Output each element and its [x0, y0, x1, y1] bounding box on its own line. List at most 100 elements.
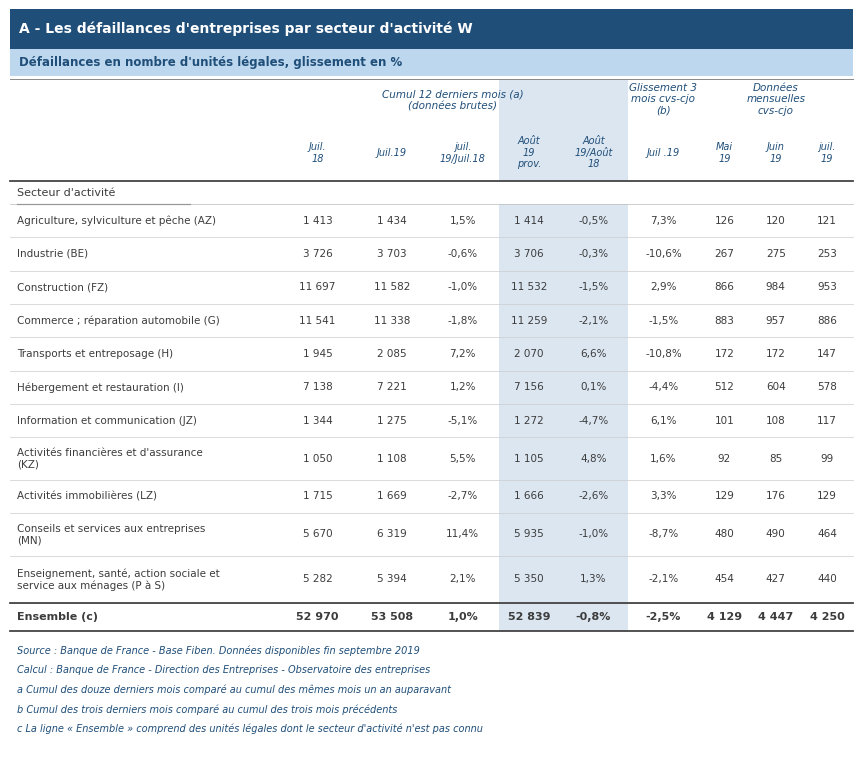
Text: 512: 512	[715, 382, 734, 393]
Text: -0,5%: -0,5%	[578, 215, 608, 226]
Text: Juil.
18: Juil. 18	[309, 142, 326, 164]
Text: 5 394: 5 394	[377, 575, 406, 584]
Text: 117: 117	[817, 415, 837, 426]
Text: 4 129: 4 129	[707, 612, 742, 622]
Text: 1 715: 1 715	[303, 491, 332, 502]
Text: 5 670: 5 670	[303, 529, 332, 540]
Bar	[499, 404, 628, 437]
Text: 3 726: 3 726	[303, 249, 332, 259]
Text: 490: 490	[765, 529, 785, 540]
Bar	[499, 237, 628, 271]
Text: 53 508: 53 508	[371, 612, 413, 622]
Text: 4 250: 4 250	[809, 612, 844, 622]
Text: 4 447: 4 447	[758, 612, 793, 622]
Text: -2,1%: -2,1%	[578, 315, 608, 326]
Bar	[499, 556, 628, 603]
Text: 1 272: 1 272	[514, 415, 544, 426]
Text: -2,6%: -2,6%	[578, 491, 608, 502]
Text: 0,1%: 0,1%	[581, 382, 607, 393]
Text: 1 344: 1 344	[303, 415, 332, 426]
Bar	[499, 437, 628, 480]
Text: 126: 126	[715, 215, 734, 226]
Text: a Cumul des douze derniers mois comparé au cumul des mêmes mois un an auparavant: a Cumul des douze derniers mois comparé …	[17, 684, 451, 695]
Text: Industrie (BE): Industrie (BE)	[17, 249, 88, 259]
Text: -1,8%: -1,8%	[448, 315, 478, 326]
Text: 92: 92	[718, 453, 731, 464]
Bar	[499, 271, 628, 304]
Text: 957: 957	[765, 315, 785, 326]
Text: -1,5%: -1,5%	[578, 282, 608, 293]
Text: Juin
19: Juin 19	[767, 142, 784, 164]
Text: b Cumul des trois derniers mois comparé au cumul des trois mois précédents: b Cumul des trois derniers mois comparé …	[17, 704, 398, 715]
Text: -10,6%: -10,6%	[645, 249, 682, 259]
Text: 6,6%: 6,6%	[580, 349, 607, 359]
Text: 886: 886	[817, 315, 837, 326]
Text: 1,5%: 1,5%	[450, 215, 476, 226]
Text: 52 839: 52 839	[507, 612, 551, 622]
Text: Calcul : Banque de France - Direction des Entreprises - Observatoire des entrepr: Calcul : Banque de France - Direction de…	[17, 665, 431, 675]
Text: -8,7%: -8,7%	[648, 529, 678, 540]
Text: Hébergement et restauration (I): Hébergement et restauration (I)	[17, 382, 184, 393]
Text: 7 221: 7 221	[377, 382, 406, 393]
Text: -2,1%: -2,1%	[648, 575, 678, 584]
Text: 275: 275	[765, 249, 785, 259]
Text: 85: 85	[769, 453, 783, 464]
Text: 984: 984	[765, 282, 785, 293]
Text: 11 697: 11 697	[299, 282, 336, 293]
Text: -0,8%: -0,8%	[576, 612, 611, 622]
Text: 172: 172	[715, 349, 734, 359]
Text: 3,3%: 3,3%	[650, 491, 677, 502]
Text: -0,6%: -0,6%	[448, 249, 478, 259]
Text: 953: 953	[817, 282, 837, 293]
Text: -1,5%: -1,5%	[648, 315, 678, 326]
Text: 99: 99	[821, 453, 834, 464]
Text: 1 666: 1 666	[514, 491, 544, 502]
Text: 7 138: 7 138	[303, 382, 332, 393]
Text: 2 070: 2 070	[514, 349, 544, 359]
Text: 11 541: 11 541	[299, 315, 336, 326]
Text: 883: 883	[715, 315, 734, 326]
Text: juil.
19: juil. 19	[818, 142, 835, 164]
Text: 1 050: 1 050	[303, 453, 332, 464]
Bar	[499, 204, 628, 237]
Text: 11 259: 11 259	[511, 315, 547, 326]
Text: 1 108: 1 108	[377, 453, 406, 464]
Text: 5 935: 5 935	[514, 529, 544, 540]
Text: -1,0%: -1,0%	[448, 282, 478, 293]
Text: 11,4%: 11,4%	[446, 529, 479, 540]
Bar	[499, 603, 628, 631]
Text: Construction (FZ): Construction (FZ)	[17, 282, 109, 293]
Text: -4,4%: -4,4%	[648, 382, 678, 393]
Text: 5 282: 5 282	[303, 575, 332, 584]
Text: 480: 480	[715, 529, 734, 540]
Text: 1 434: 1 434	[377, 215, 406, 226]
Text: Information et communication (JZ): Information et communication (JZ)	[17, 415, 197, 426]
Text: 253: 253	[817, 249, 837, 259]
Text: Mai
19: Mai 19	[716, 142, 733, 164]
Text: 129: 129	[715, 491, 734, 502]
Text: Données
mensuelles
cvs-cjo: Données mensuelles cvs-cjo	[746, 83, 805, 116]
Text: 427: 427	[765, 575, 785, 584]
Text: 108: 108	[765, 415, 785, 426]
Text: 7,2%: 7,2%	[450, 349, 476, 359]
Text: 5 350: 5 350	[514, 575, 544, 584]
Text: 7 156: 7 156	[514, 382, 544, 393]
Text: 1 413: 1 413	[303, 215, 332, 226]
Text: 52 970: 52 970	[296, 612, 339, 622]
Text: 1,2%: 1,2%	[450, 382, 476, 393]
Text: 1,6%: 1,6%	[650, 453, 677, 464]
Bar	[499, 480, 628, 513]
Text: 3 703: 3 703	[377, 249, 406, 259]
Text: 454: 454	[715, 575, 734, 584]
Text: Juil .19: Juil .19	[646, 148, 680, 158]
Text: 7,3%: 7,3%	[650, 215, 677, 226]
Text: 5,5%: 5,5%	[450, 453, 476, 464]
Text: Secteur d'activité: Secteur d'activité	[17, 187, 116, 198]
Bar	[499, 79, 628, 181]
Text: 1,0%: 1,0%	[447, 612, 478, 622]
Text: 121: 121	[817, 215, 837, 226]
Text: 11 582: 11 582	[374, 282, 410, 293]
Text: -10,8%: -10,8%	[645, 349, 682, 359]
Text: 11 532: 11 532	[511, 282, 547, 293]
Bar	[499, 371, 628, 404]
